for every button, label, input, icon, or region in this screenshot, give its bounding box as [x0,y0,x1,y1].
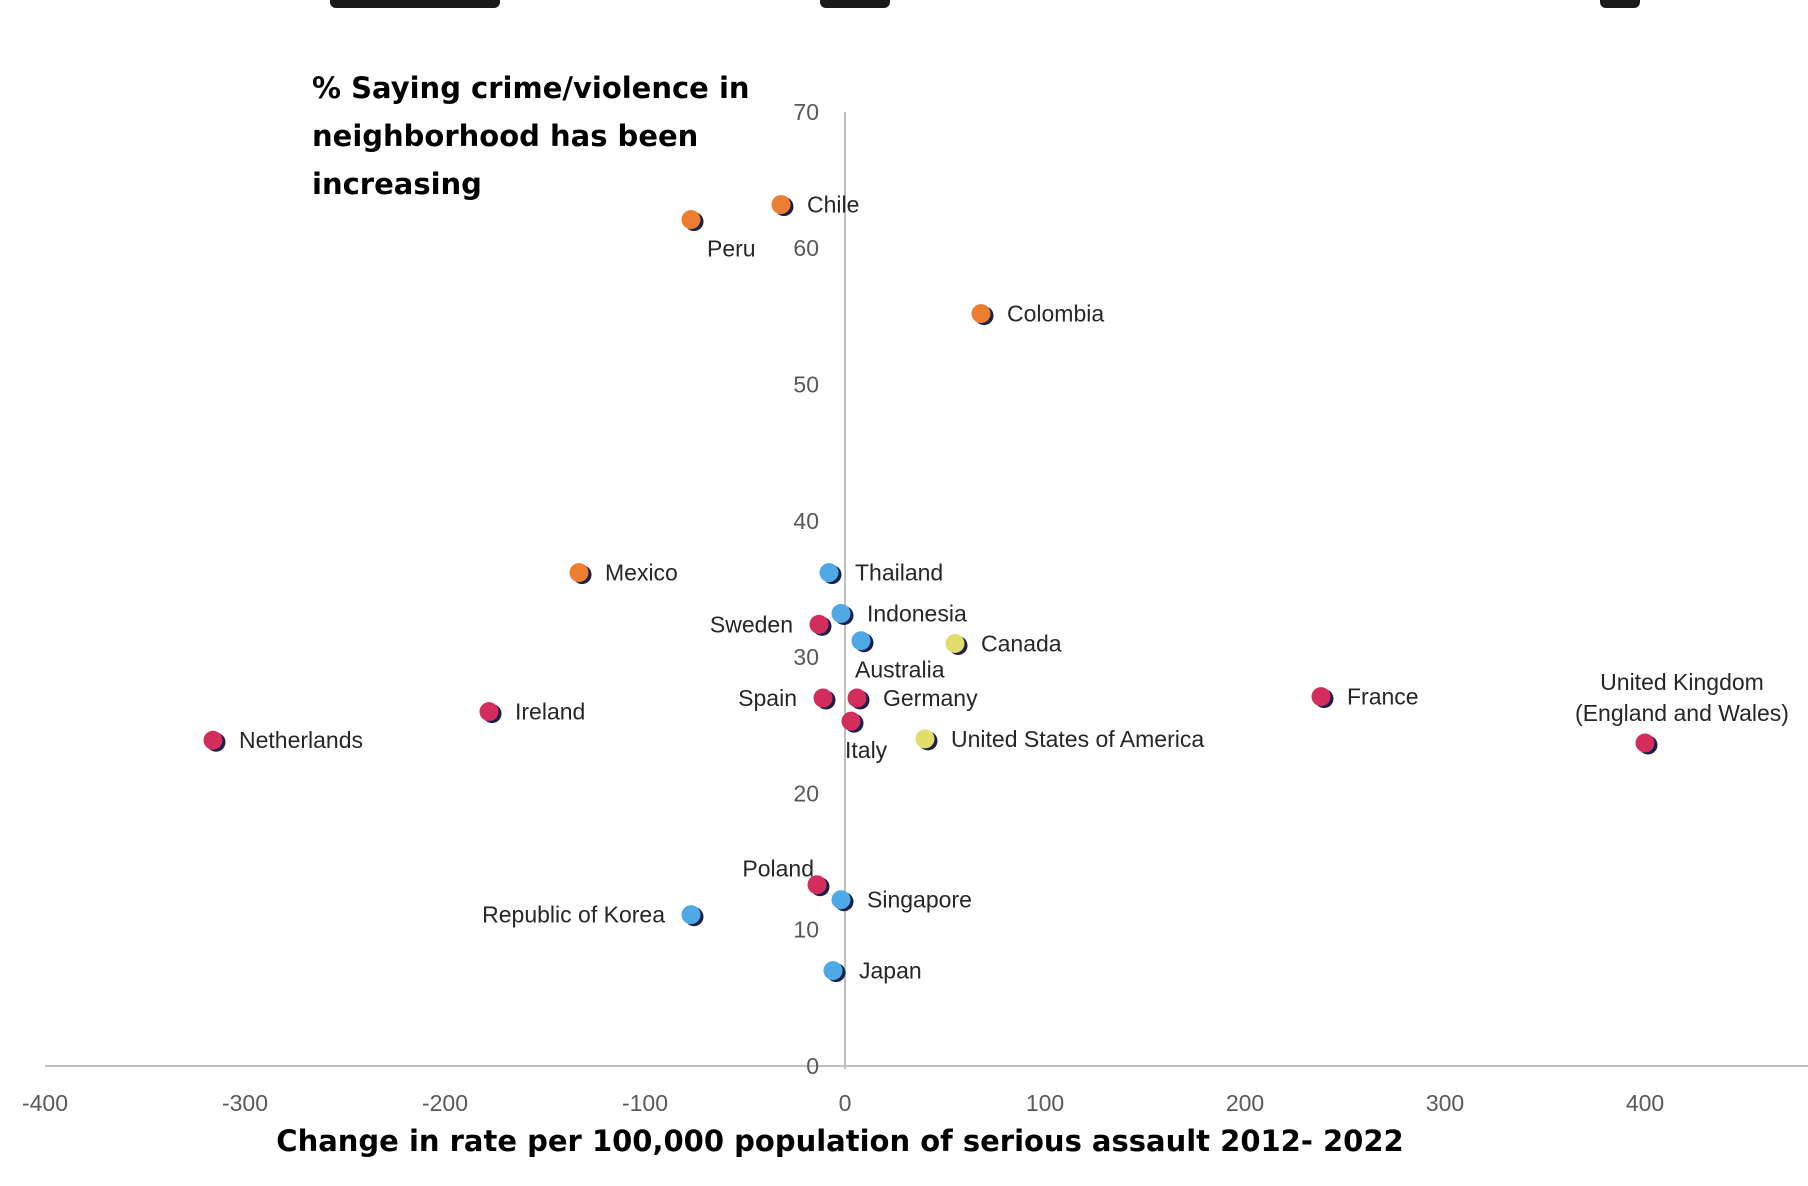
y-tick-label: 20 [793,780,819,806]
point-label-spain: Spain [738,685,797,711]
point-label-mexico: Mexico [605,560,678,586]
point-label-colombia: Colombia [1007,301,1104,327]
point-label-republic-of-korea: Republic of Korea [482,902,665,928]
point-label-indonesia: Indonesia [867,600,967,626]
point-label-peru: Peru [707,236,756,262]
y-tick-label: 60 [793,235,819,261]
x-tick-label: -400 [22,1090,68,1116]
point-germany [847,688,867,708]
y-tick-label: 0 [806,1053,819,1079]
point-label-italy: Italy [845,737,888,763]
point-australia [851,631,871,651]
y-tick-label: 50 [793,372,819,398]
point-italy [841,711,861,731]
x-tick-label: 400 [1626,1090,1664,1116]
x-tick-label: -100 [622,1090,668,1116]
x-tick-label: -300 [222,1090,268,1116]
point-label-canada: Canada [981,630,1062,656]
x-tick-label: 200 [1226,1090,1264,1116]
point-united-kingdom-england-and-wales [1635,733,1655,753]
point-netherlands [203,730,223,750]
axes [45,111,1808,1069]
y-tick-label: 10 [793,917,819,943]
point-ireland [479,702,499,722]
point-thailand [819,563,839,583]
point-sweden [809,614,829,634]
point-labels: Chile Peru Colombia Mexico Thailand Indonesia… [239,192,1789,984]
x-tick-label: 0 [839,1090,852,1116]
point-peru [681,210,701,230]
point-label-australia: Australia [855,657,945,683]
point-mexico [569,563,589,583]
point-indonesia [831,603,851,623]
tick-labels: -400 -300 -200 -100 0 100 200 300 400 0 10 20 30 40 50… [22,99,1664,1116]
point-canada [945,633,965,653]
point-label-japan: Japan [859,958,922,984]
point-label-chile: Chile [807,192,859,218]
point-label-united-states-of-america: United States of America [951,726,1204,752]
point-label-thailand: Thailand [855,560,943,586]
y-tick-label: 70 [793,99,819,125]
x-tick-label: -200 [422,1090,468,1116]
point-spain [813,688,833,708]
point-label-ireland: Ireland [515,699,585,725]
point-label-france: France [1347,684,1419,710]
y-axis-title: % Saying crime/violence in neighborhood … [312,71,750,201]
y-tick-label: 30 [793,644,819,670]
point-label-netherlands: Netherlands [239,727,363,753]
y-tick-label: 40 [793,508,819,534]
point-label-united-kingdom-england-and-wales: United Kingdom (England and Wales) [1575,669,1789,726]
point-colombia [971,304,991,324]
top-clipped-title [0,0,1808,12]
point-japan [823,961,843,981]
point-republic-of-korea [681,905,701,925]
point-united-states-of-america [915,729,935,749]
point-singapore [831,890,851,910]
x-axis-title: Change in rate per 100,000 population of… [276,1124,1404,1158]
point-label-singapore: Singapore [867,887,972,913]
point-label-poland: Poland [742,856,814,882]
point-chile [771,195,791,215]
x-tick-label: 300 [1426,1090,1464,1116]
point-poland [807,875,827,895]
point-label-germany: Germany [883,685,978,711]
data-points [203,195,1658,983]
point-france [1311,687,1331,707]
point-label-sweden: Sweden [710,611,793,637]
x-tick-label: 100 [1026,1090,1064,1116]
